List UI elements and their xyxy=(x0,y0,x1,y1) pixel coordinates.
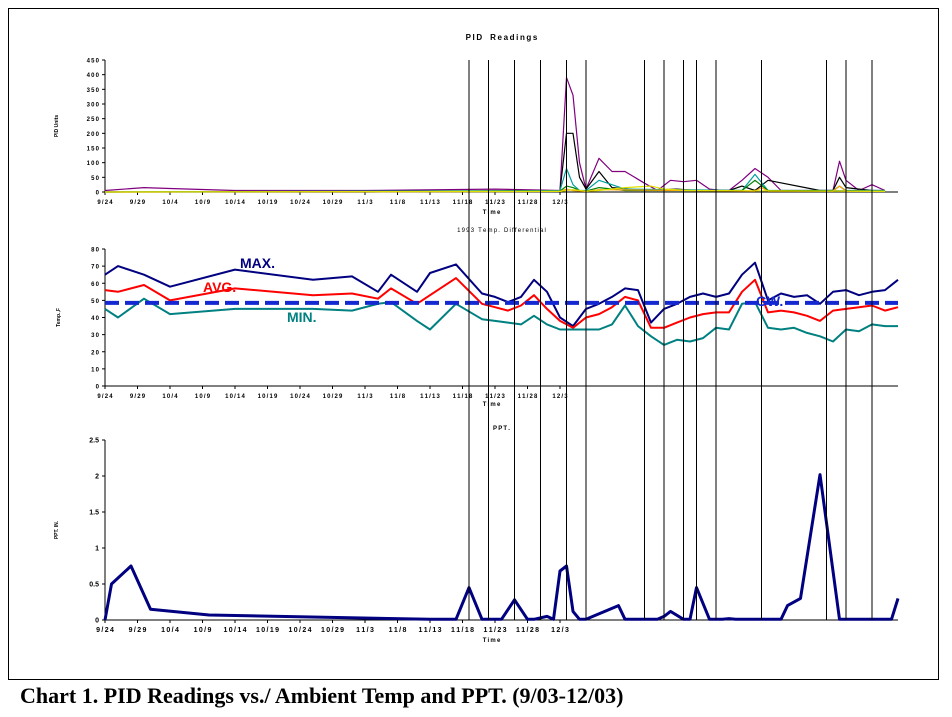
x-tick-label: 1 1 / 3 xyxy=(356,627,374,634)
series-label-min: MIN. xyxy=(287,309,317,325)
y-tick-label: 1 0 0 xyxy=(87,161,100,167)
y-tick-label: 3 0 0 xyxy=(87,103,100,109)
x-tick-label: 1 0 / 1 4 xyxy=(225,200,245,206)
x-tick-label: 1 0 / 2 9 xyxy=(321,627,344,634)
x-tick-label: 1 2 / 3 xyxy=(552,394,568,400)
x-tick-label: 1 1 / 3 xyxy=(357,394,373,400)
series-line xyxy=(104,76,886,192)
x-tick-label: 1 1 / 8 xyxy=(389,627,407,634)
panel-title: P I D R e a d i n g s xyxy=(466,33,538,42)
x-tick-label: 9 / 2 4 xyxy=(97,394,113,400)
y-tick-label: 2.5 xyxy=(89,438,99,445)
series-line xyxy=(105,132,885,193)
x-tick-label: 1 1 / 2 8 xyxy=(516,627,539,634)
x-tick-label: 1 0 / 1 9 xyxy=(256,627,279,634)
series-label-avg: AVG. xyxy=(203,279,236,295)
y-tick-label: 0 xyxy=(96,385,100,391)
x-tick-label: 1 0 / 2 4 xyxy=(290,394,310,400)
x-tick-label: 9 / 2 4 xyxy=(96,627,114,634)
x-tick-label: 1 1 / 2 3 xyxy=(483,627,506,634)
x-tick-label: 1 0 / 4 xyxy=(162,394,178,400)
x-tick-label: 1 1 / 1 3 xyxy=(420,394,440,400)
y-tick-label: 5 0 xyxy=(91,176,100,182)
chart-caption: Chart 1. PID Readings vs./ Ambient Temp … xyxy=(20,683,624,708)
x-axis-label: T i m e xyxy=(483,210,501,216)
y-tick-label: 7 0 xyxy=(91,265,100,271)
y-tick-label: 0.5 xyxy=(89,582,99,589)
x-tick-label: 1 1 / 2 8 xyxy=(518,394,538,400)
y-axis-label: PPT. IN. xyxy=(54,520,60,539)
panel-title: P P T . xyxy=(493,426,510,432)
x-tick-label: 1 1 / 1 3 xyxy=(418,627,441,634)
y-tick-label: 1 0 xyxy=(91,367,100,373)
x-tick-label: 1 0 / 4 xyxy=(161,627,179,634)
x-tick-label: 1 2 / 3 xyxy=(551,627,569,634)
y-tick-label: 1 xyxy=(95,546,99,553)
y-tick-label: 4 0 0 xyxy=(87,73,100,79)
series-line xyxy=(104,179,886,193)
y-tick-label: 2 xyxy=(95,474,99,481)
y-tick-label: 6 0 xyxy=(91,282,100,288)
x-tick-label: 9 / 2 9 xyxy=(129,627,147,634)
y-tick-label: 4 5 0 xyxy=(87,59,100,65)
y-tick-label: 0 xyxy=(96,191,100,197)
y-tick-label: 5 0 xyxy=(91,299,100,305)
x-tick-label: 1 1 / 8 xyxy=(390,394,406,400)
series-label-max: MAX. xyxy=(240,255,275,271)
x-tick-label: 1 1 / 8 xyxy=(390,200,406,206)
x-tick-label: 1 1 / 2 3 xyxy=(485,394,505,400)
series-line xyxy=(103,473,900,621)
x-tick-label: 1 2 / 3 xyxy=(552,200,568,206)
x-axis-label: T i m e xyxy=(483,638,501,644)
x-tick-label: 1 0 / 4 xyxy=(162,200,178,206)
x-tick-label: 1 1 / 3 xyxy=(357,200,373,206)
chart-frame xyxy=(8,8,939,680)
x-axis-label: T i m e xyxy=(483,402,501,408)
x-tick-label: 1 0 / 9 xyxy=(194,627,212,634)
series-line-min xyxy=(104,297,898,346)
x-tick-label: 1 1 / 1 8 xyxy=(453,394,473,400)
x-tick-label: 1 0 / 9 xyxy=(195,394,211,400)
y-axis-label: PID Units xyxy=(54,115,60,137)
panel-title: 1 9 9 3 T e m p . D i f f e r e n t i a … xyxy=(457,228,546,234)
y-tick-label: 4 0 xyxy=(91,316,100,322)
y-tick-label: 8 0 xyxy=(91,248,100,254)
x-tick-label: 1 0 / 9 xyxy=(195,200,211,206)
y-tick-label: 3 0 xyxy=(91,333,100,339)
x-tick-label: 1 1 / 1 3 xyxy=(420,200,440,206)
y-tick-label: 1 5 0 xyxy=(87,147,100,153)
x-tick-label: 1 0 / 2 9 xyxy=(323,394,343,400)
x-tick-label: 9 / 2 9 xyxy=(130,394,146,400)
x-tick-label: 1 0 / 1 4 xyxy=(223,627,246,634)
y-tick-label: 0 xyxy=(95,618,99,625)
x-tick-label: 1 1 / 2 3 xyxy=(485,200,505,206)
x-tick-label: 1 0 / 1 9 xyxy=(258,394,278,400)
y-tick-label: 2 0 0 xyxy=(87,132,100,138)
series-line-avg xyxy=(104,277,899,329)
x-tick-label: 9 / 2 9 xyxy=(130,200,146,206)
series-label-gw: GW. xyxy=(756,293,783,309)
y-tick-label: 3 5 0 xyxy=(87,88,100,94)
y-tick-label: 2 5 0 xyxy=(87,117,100,123)
x-tick-label: 1 0 / 1 4 xyxy=(225,394,245,400)
x-tick-label: 9 / 2 4 xyxy=(97,200,113,206)
y-tick-label: 1.5 xyxy=(89,510,99,517)
y-axis-label: Temp.,F xyxy=(56,308,62,327)
x-tick-label: 1 0 / 1 9 xyxy=(258,200,278,206)
x-tick-label: 1 1 / 1 8 xyxy=(453,200,473,206)
x-tick-label: 1 1 / 2 8 xyxy=(518,200,538,206)
x-tick-label: 1 1 / 1 8 xyxy=(451,627,474,634)
x-tick-label: 1 0 / 2 4 xyxy=(288,627,311,634)
x-tick-label: 1 0 / 2 4 xyxy=(290,200,310,206)
x-tick-label: 1 0 / 2 9 xyxy=(323,200,343,206)
series-line-max xyxy=(104,261,899,328)
y-tick-label: 2 0 xyxy=(91,350,100,356)
